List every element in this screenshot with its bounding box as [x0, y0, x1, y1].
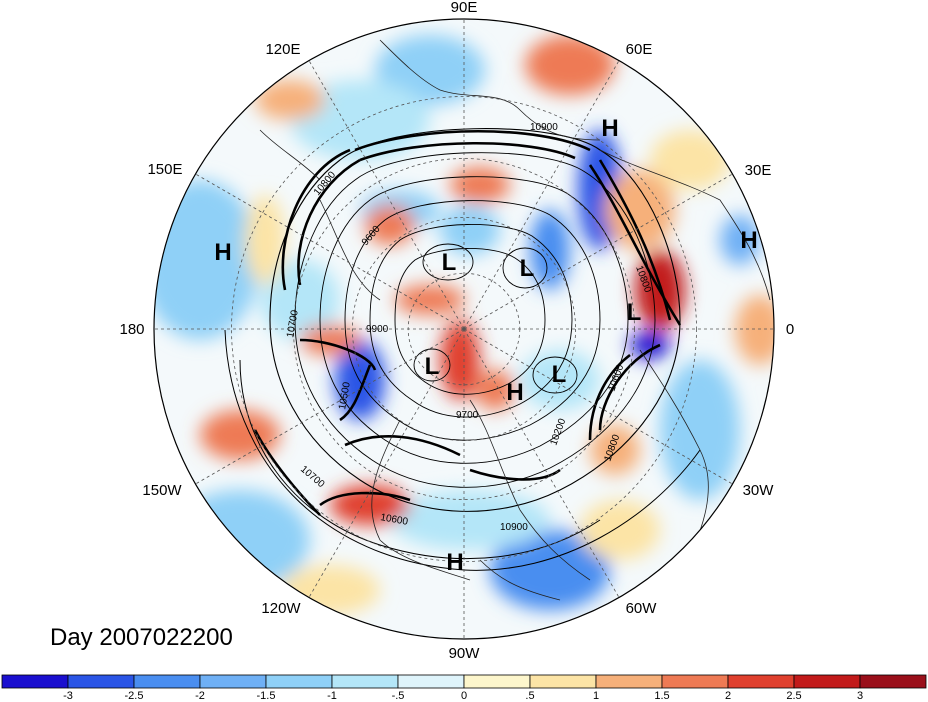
colorbar-tick-label: 2.5 [786, 690, 801, 702]
lon-label-180: 180 [119, 321, 144, 338]
colorbar-swatch [265, 674, 333, 689]
lon-label-120w: 120W [261, 600, 301, 617]
high-pressure-marker: H [506, 379, 523, 406]
contour-label: 10900 [500, 522, 528, 533]
latitude-circle [407, 272, 521, 386]
height-contours [224, 128, 701, 571]
jet-contours [253, 129, 682, 516]
map-boundary [153, 18, 775, 640]
colorbar-swatch [331, 674, 399, 689]
high-pressure-marker: H [214, 239, 231, 266]
meridian-line [308, 328, 465, 598]
colorbar-swatch [727, 674, 795, 689]
colorbar-swatch [529, 674, 597, 689]
colorbar-swatch [199, 674, 267, 689]
low-pressure-marker: L [552, 361, 567, 388]
latitude-circle [293, 158, 635, 500]
colorbar-swatch [859, 674, 927, 689]
colorbar-tick-label: -3 [63, 690, 73, 702]
colorbar-tick-label: -1.5 [257, 690, 276, 702]
colorbar-swatch [1, 674, 69, 689]
colorbar-swatch [67, 674, 135, 689]
colorbar-tick-label: -2.5 [125, 690, 144, 702]
high-pressure-marker: H [446, 549, 463, 576]
colorbar-swatch [463, 674, 531, 689]
low-pressure-marker: L [442, 249, 457, 276]
lon-label-60e: 60E [626, 41, 653, 58]
lon-label-90e: 90E [451, 0, 478, 16]
contour-label: 9900 [366, 324, 389, 335]
latitude-circle [231, 96, 697, 562]
meridian-line [463, 328, 620, 598]
lon-label-120e: 120E [265, 41, 300, 58]
contour-label: 9700 [456, 410, 479, 421]
colorbar-swatch [793, 674, 861, 689]
colorbar-swatch [133, 674, 201, 689]
colorbar-swatch [595, 674, 663, 689]
meridian-line [308, 60, 465, 330]
low-pressure-marker: L [425, 353, 440, 380]
colorbar-tick-label: 1 [593, 690, 599, 702]
colorbar-tick-label: -.5 [392, 690, 405, 702]
colorbar-tick-label: 1.5 [654, 690, 669, 702]
coastlines [259, 39, 771, 601]
low-pressure-marker: L [520, 255, 535, 282]
colorbar-tick-label: 0 [461, 690, 467, 702]
latitude-circle [351, 216, 576, 441]
lon-label-0: 0 [786, 321, 794, 338]
meridian-line [195, 328, 465, 485]
longitude-labels: 90E 60E 30E 0 30W 60W 90W 120W 150W 180 … [119, 0, 794, 662]
low-pressure-marker: L [627, 299, 642, 326]
contour-label: 10500 [337, 381, 353, 411]
meridian-line [463, 173, 733, 330]
colorbar-tick-label: 3 [857, 690, 863, 702]
contour-label: 10900 [530, 122, 558, 133]
colorbar: -3 -2.5 -2 -1.5 -1 -.5 0 .5 1 1.5 2 2.5 3 [1, 674, 927, 702]
lon-label-30w: 30W [743, 482, 775, 499]
high-pressure-marker: H [740, 227, 757, 254]
lon-label-90w: 90W [449, 645, 481, 662]
colorbar-tick-label: -1 [327, 690, 337, 702]
meridian-line [195, 173, 465, 330]
meridian-line [463, 60, 620, 330]
colorbar-tick-label: 2 [725, 690, 731, 702]
graticule [154, 19, 774, 639]
lon-label-30e: 30E [745, 162, 772, 179]
lon-label-150e: 150E [147, 161, 182, 178]
colorbar-swatch [397, 674, 465, 689]
meridian-line [463, 328, 733, 485]
lon-label-150w: 150W [142, 482, 182, 499]
contour-label: 10600 [379, 512, 409, 528]
colorbar-tick-label: .5 [525, 690, 534, 702]
date-label: Day 2007022200 [50, 624, 233, 651]
lon-label-60w: 60W [626, 600, 658, 617]
pressure-markers: H H H H H H L L L L L [214, 115, 757, 576]
colorbar-swatch [661, 674, 729, 689]
high-pressure-marker: H [601, 115, 618, 142]
contour-label: 10700 [285, 309, 301, 339]
colorbar-tick-label: -2 [195, 690, 205, 702]
